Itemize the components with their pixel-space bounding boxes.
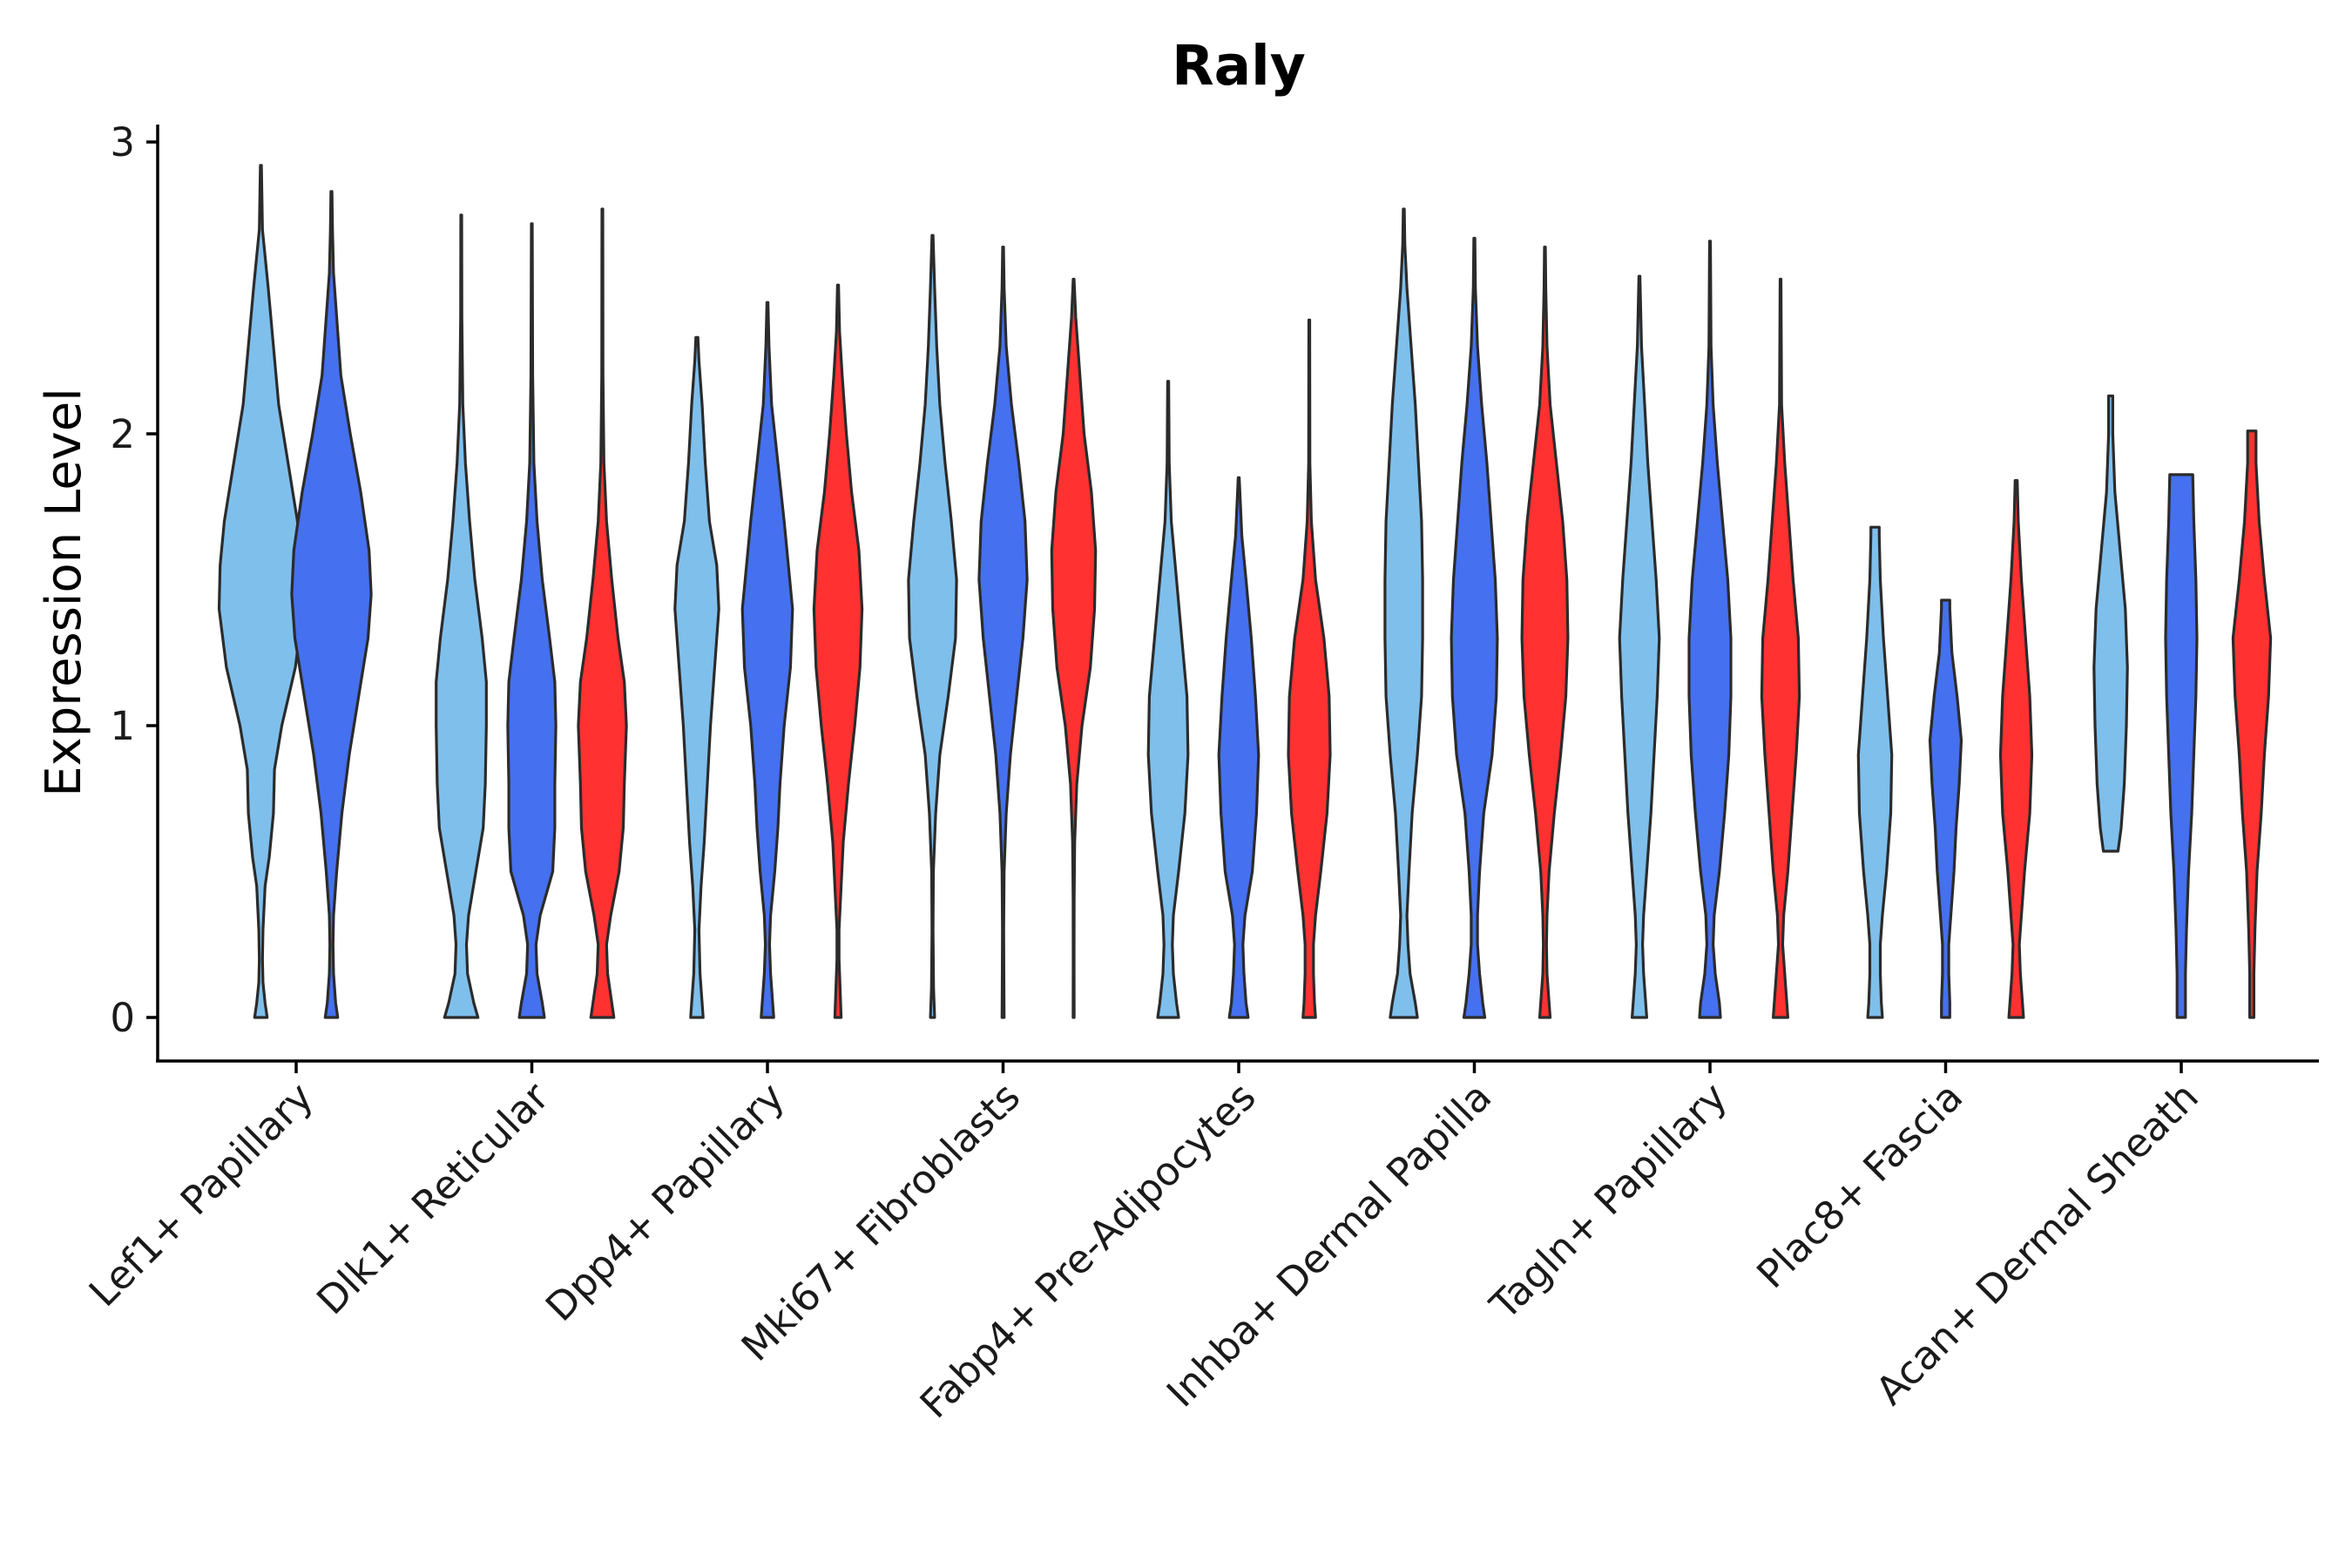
x-tick-label: Dpp4+ Papillary bbox=[537, 1073, 794, 1330]
x-tick-label: Tagln+ Papillary bbox=[1481, 1073, 1736, 1328]
violin-red bbox=[812, 283, 864, 1019]
y-tick-label: 1 bbox=[110, 703, 135, 749]
y-ticks: 0 1 2 3 bbox=[110, 119, 158, 1041]
x-tick-label: Dlk1+ Reticular bbox=[308, 1073, 558, 1323]
violin-red bbox=[1998, 479, 2034, 1019]
y-tick-label: 2 bbox=[110, 411, 135, 457]
violin-blue bbox=[506, 222, 558, 1019]
x-tick-label: Lef1+ Papillary bbox=[80, 1073, 322, 1315]
violin-light-blue bbox=[673, 335, 720, 1019]
x-tick-label: Plac8+ Fascia bbox=[1747, 1073, 1971, 1297]
violin-light-blue bbox=[2092, 394, 2129, 853]
violin-blue bbox=[740, 301, 794, 1019]
violin-light-blue bbox=[1856, 525, 1894, 1019]
violin-light-blue bbox=[1146, 380, 1190, 1019]
violin-light-blue bbox=[1383, 207, 1424, 1019]
chart-title: Raly bbox=[1172, 34, 1306, 98]
y-axis-label: Expression Level bbox=[36, 388, 92, 797]
violin-light-blue bbox=[907, 233, 958, 1019]
y-tick-label: 0 bbox=[110, 995, 135, 1041]
violin-blue bbox=[1928, 598, 1963, 1019]
y-tick-label: 3 bbox=[110, 119, 135, 166]
violin-light-blue bbox=[1618, 274, 1661, 1019]
violin-blue bbox=[1217, 476, 1260, 1019]
violin-blue bbox=[1687, 240, 1733, 1019]
violin-blue bbox=[1450, 236, 1499, 1019]
violin-red bbox=[1760, 277, 1801, 1019]
violins-layer bbox=[217, 164, 2273, 1019]
violin-red bbox=[1287, 318, 1332, 1019]
violin-blue bbox=[2164, 473, 2199, 1019]
violin-light-blue bbox=[217, 164, 305, 1019]
violin-red bbox=[1520, 246, 1570, 1019]
violin-blue bbox=[290, 190, 373, 1019]
violin-red bbox=[1050, 277, 1098, 1019]
violin-light-blue bbox=[435, 213, 488, 1019]
violin-red bbox=[577, 207, 628, 1019]
violin-red bbox=[2231, 429, 2273, 1019]
violin-blue bbox=[977, 246, 1029, 1019]
